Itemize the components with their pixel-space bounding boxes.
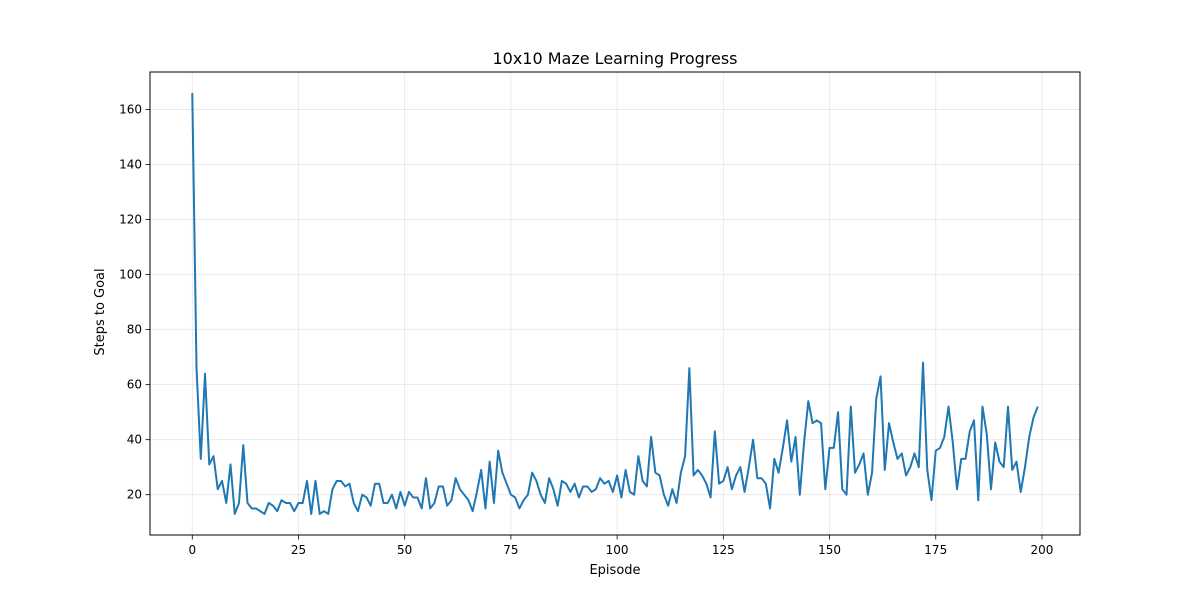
y-tick-label: 140	[119, 158, 142, 172]
plot-area-frame	[149, 71, 1081, 536]
y-tick-label: 120	[119, 213, 142, 227]
chart-title: 10x10 Maze Learning Progress	[492, 49, 737, 68]
grid	[150, 72, 1080, 535]
x-tick-label: 150	[818, 543, 841, 557]
x-tick-label: 75	[503, 543, 518, 557]
y-tick-label: 80	[127, 323, 142, 337]
y-axis-label: Steps to Goal	[93, 268, 108, 355]
series-layer	[191, 93, 1039, 515]
x-tick-label: 25	[291, 543, 306, 557]
y-tick-label: 40	[127, 433, 142, 447]
x-tick-label: 50	[397, 543, 412, 557]
y-tick-label: 60	[127, 378, 142, 392]
series-line	[191, 93, 1039, 515]
x-tick-label: 100	[606, 543, 629, 557]
x-tick-label: 175	[924, 543, 947, 557]
x-tick-label: 200	[1031, 543, 1054, 557]
y-tick-label: 160	[119, 103, 142, 117]
x-tick-label: 0	[188, 543, 196, 557]
x-axis-label: Episode	[589, 563, 640, 578]
axis-ticks: 0 25 50 75 100 125 150 175 200 20 40 60 80 100 120 140 1…	[119, 103, 1053, 557]
y-tick-label: 20	[127, 488, 142, 502]
y-tick-label: 100	[119, 268, 142, 282]
x-tick-label: 125	[712, 543, 735, 557]
